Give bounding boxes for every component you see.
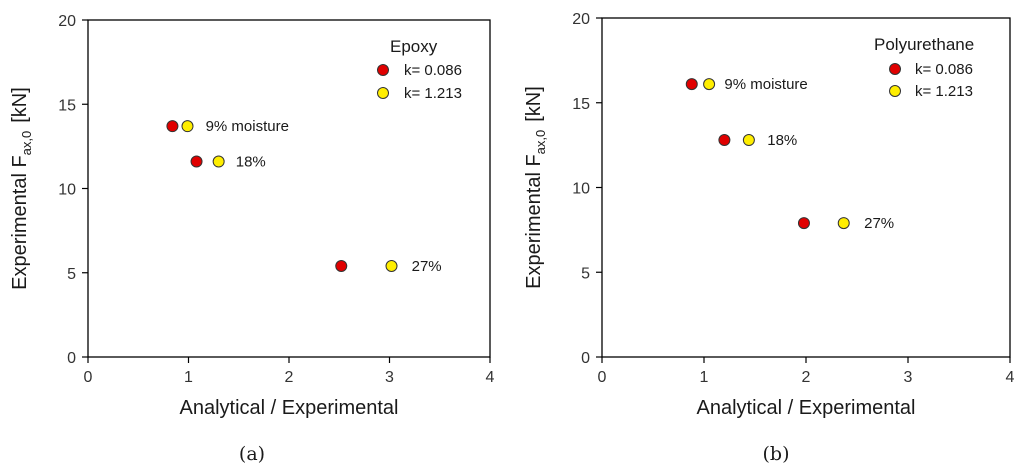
point-annotation: 18% [767, 132, 797, 149]
y-tick-label: 20 [572, 11, 590, 28]
x-tick-label: 4 [1006, 369, 1015, 386]
caption-a: (a) [239, 443, 265, 465]
legend-label-series-1: k= 0.086 [404, 62, 462, 79]
chart-panel-b: 0 1 2 3 4 0 5 10 15 20 9% moisture 18% 27% Polyuret… [523, 11, 1015, 465]
y-tick-label: 10 [58, 182, 76, 199]
legend-marker-series-2 [889, 85, 901, 97]
x-tick-label: 2 [285, 369, 294, 386]
ticks-b: 0 1 2 3 4 0 5 10 15 20 [572, 11, 1014, 386]
data-point-series-2 [181, 120, 194, 133]
legend-title-a: Epoxy [390, 37, 438, 56]
legend-label-series-2: k= 1.213 [404, 85, 462, 102]
annotations-a: 9% moisture 18% 27% [206, 118, 442, 275]
y-tick-label: 20 [58, 13, 76, 30]
point-annotation: 27% [864, 215, 894, 232]
legend-title-b: Polyurethane [874, 35, 974, 54]
x-tick-label: 3 [385, 369, 394, 386]
y-tick-label: 0 [67, 350, 76, 367]
marks-a [166, 120, 398, 273]
legend-marker-series-2 [377, 87, 389, 99]
data-point-series-2 [837, 217, 850, 230]
data-point-series-1 [166, 120, 179, 133]
legend-b: Polyurethane k= 0.086 k= 1.213 [874, 35, 974, 100]
legend-marker-series-1 [889, 63, 901, 75]
y-tick-label: 0 [581, 350, 590, 367]
y-tick-label: 5 [581, 265, 590, 282]
data-point-series-1 [718, 134, 731, 147]
data-point-series-2 [385, 260, 398, 273]
annotations-b: 9% moisture 18% 27% [724, 76, 894, 232]
x-axis-label-a: Analytical / Experimental [180, 397, 399, 419]
y-axis-label-main-a: Experimental F [9, 155, 31, 290]
y-tick-label: 10 [572, 181, 590, 198]
x-tick-label: 3 [904, 369, 913, 386]
legend-a: Epoxy k= 0.086 k= 1.213 [377, 37, 462, 102]
y-axis-label-sub-b: ax,0 [533, 130, 548, 155]
y-tick-label: 15 [58, 97, 76, 114]
legend-label-series-1: k= 0.086 [915, 61, 973, 78]
ticks-a: 0 1 2 3 4 0 5 10 15 20 [58, 13, 494, 386]
x-tick-label: 4 [486, 369, 495, 386]
data-point-series-2 [212, 155, 225, 168]
data-point-series-2 [742, 134, 755, 147]
data-point-series-1 [797, 217, 810, 230]
y-axis-label-unit-a: [kN] [9, 87, 31, 123]
x-tick-label: 0 [84, 369, 93, 386]
legend-label-series-2: k= 1.213 [915, 83, 973, 100]
y-tick-label: 5 [67, 266, 76, 283]
y-axis-label-a: Experimental Fax,0 [kN] [9, 87, 34, 290]
point-annotation: 9% moisture [206, 118, 289, 135]
legend-marker-series-1 [377, 64, 389, 76]
point-annotation: 27% [412, 258, 442, 275]
data-point-series-1 [335, 260, 348, 273]
x-tick-label: 0 [598, 369, 607, 386]
x-tick-label: 1 [184, 369, 193, 386]
x-tick-label: 1 [700, 369, 709, 386]
marks-b [685, 78, 850, 230]
x-axis-label-b: Analytical / Experimental [697, 397, 916, 419]
chart-panel-a: 0 1 2 3 4 0 5 10 15 20 9% moisture 18% 27% Epoxy k=… [9, 13, 495, 465]
y-axis-label-main-b: Experimental F [523, 154, 545, 289]
x-tick-label: 2 [802, 369, 811, 386]
caption-b: (b) [763, 443, 790, 465]
y-tick-label: 15 [572, 96, 590, 113]
point-annotation: 18% [236, 154, 266, 171]
y-axis-label-b: Experimental Fax,0 [kN] [523, 86, 548, 289]
data-point-series-2 [703, 78, 716, 91]
point-annotation: 9% moisture [724, 76, 807, 93]
data-point-series-1 [685, 78, 698, 91]
data-point-series-1 [190, 155, 203, 168]
y-axis-label-unit-b: [kN] [523, 86, 545, 122]
y-axis-label-sub-a: ax,0 [19, 131, 34, 156]
